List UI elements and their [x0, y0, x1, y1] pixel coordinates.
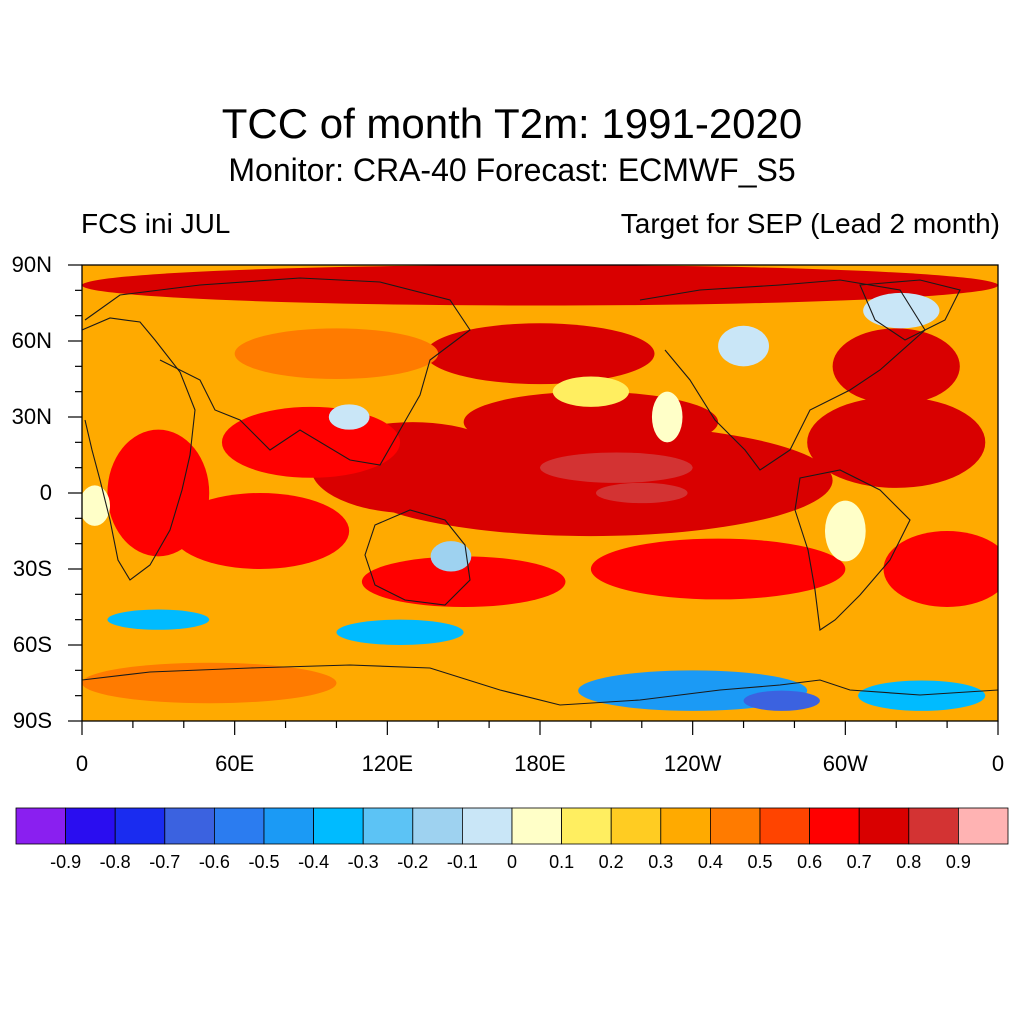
colorbar-swatch	[461, 807, 513, 845]
coast-africa	[82, 317, 196, 581]
lon-label: 0	[991, 751, 1005, 776]
lat-label: 30N	[11, 404, 52, 429]
correlation-region-12	[361, 556, 566, 608]
chart-subtitle: Monitor: CRA-40 Forecast: ECMWF_S5	[228, 152, 796, 188]
coast-north-america	[639, 279, 926, 471]
colorbar-label: 0.2	[598, 852, 624, 872]
correlation-region-17	[552, 376, 630, 407]
coast-australia	[364, 509, 471, 606]
correlation-region-1	[540, 452, 693, 483]
correlation-region-14	[883, 531, 998, 607]
correlation-regions	[82, 265, 998, 711]
lon-label: 120E	[361, 751, 414, 776]
colorbar-label: 0.5	[747, 852, 773, 872]
chart-title: TCC of month T2m: 1991-2020	[221, 100, 803, 147]
lat-label: 60S	[12, 632, 52, 657]
colorbar-label: 0.6	[797, 852, 823, 872]
colorbar-swatch	[660, 807, 711, 845]
correlation-region-7	[171, 493, 350, 569]
lon-label: 60W	[822, 751, 868, 776]
colorbar-label: 0.8	[896, 852, 922, 872]
colorbar-label: -0.4	[298, 852, 330, 872]
correlation-region-9	[807, 396, 986, 488]
coast-eurasia	[84, 277, 471, 466]
coast-greenland	[859, 279, 961, 341]
coastlines	[82, 277, 998, 706]
coast-antarctica	[82, 664, 998, 706]
colorbar-swatch	[809, 807, 860, 845]
colorbar-swatch	[213, 807, 265, 845]
colorbar-swatch	[759, 807, 810, 845]
correlation-region-27	[824, 500, 866, 562]
colorbar-swatch	[412, 807, 463, 845]
lat-label: 30S	[12, 556, 52, 581]
correlation-region-21	[107, 609, 210, 630]
correlation-region-25	[718, 325, 769, 367]
correlation-region-4	[425, 323, 655, 385]
lat-label: 90S	[12, 708, 52, 733]
colorbar-swatch	[858, 807, 910, 845]
colorbar-label: -0.9	[50, 852, 82, 872]
colorbar-label: 0.4	[697, 852, 723, 872]
colorbar-swatch	[15, 807, 66, 845]
correlation-region-22	[336, 619, 464, 645]
correlation-region-24	[328, 404, 370, 430]
colorbar-swatch	[114, 807, 166, 845]
colorbar-swatch	[958, 807, 1009, 845]
colorbar-label: 0.9	[945, 852, 971, 872]
colorbar-label: -0.6	[198, 852, 230, 872]
colorbar-swatch	[908, 807, 959, 845]
lon-label: 180E	[514, 751, 566, 776]
colorbar-swatch	[710, 807, 761, 845]
correlation-region-8	[107, 429, 210, 557]
colorbar-swatch	[313, 807, 364, 845]
target-label: Target for SEP (Lead 2 month)	[620, 208, 1000, 239]
correlation-region-11	[590, 538, 846, 600]
colorbar-label: -0.1	[446, 852, 478, 872]
lat-label: 90N	[11, 252, 52, 277]
correlation-region-23	[430, 541, 472, 572]
colorbar-swatch	[610, 807, 662, 845]
initialization-label: FCS ini JUL	[81, 208, 231, 239]
correlation-region-16	[82, 662, 337, 704]
colorbar-label: -0.5	[248, 852, 280, 872]
lat-label: 60N	[11, 328, 52, 353]
colorbar-label: -0.3	[347, 852, 379, 872]
correlation-region-13	[82, 265, 998, 306]
colorbar-swatch	[511, 807, 562, 845]
coast-south-america	[794, 469, 911, 631]
correlation-region-28	[82, 485, 110, 526]
lon-label: 120W	[663, 751, 722, 776]
correlation-region-15	[234, 328, 439, 379]
lat-label: 0	[39, 480, 52, 505]
colorbar-swatch	[263, 807, 314, 845]
lon-label: 0	[75, 751, 89, 776]
correlation-region-26	[863, 292, 940, 329]
colorbar-label: 0.1	[549, 852, 575, 872]
correlation-region-6	[221, 406, 401, 478]
colorbar-label: 0.7	[846, 852, 872, 872]
axis-ticks	[68, 264, 999, 735]
correlation-region-20	[858, 680, 986, 711]
colorbar-label: -0.2	[397, 852, 429, 872]
lon-label: 60E	[215, 751, 255, 776]
colorbar-swatch	[561, 807, 612, 845]
colorbar-swatch	[164, 807, 215, 845]
colorbar-label: 0.3	[648, 852, 674, 872]
colorbar-label: -0.8	[99, 852, 131, 872]
correlation-region-10	[832, 328, 960, 405]
correlation-region-2	[595, 482, 688, 504]
colorbar-label: -0.7	[149, 852, 181, 872]
colorbar	[15, 807, 1009, 845]
colorbar-label: 0	[506, 852, 517, 872]
correlation-region-29	[651, 391, 683, 443]
colorbar-swatch	[65, 807, 116, 845]
correlation-region-19	[743, 690, 820, 711]
colorbar-swatch	[362, 807, 414, 845]
